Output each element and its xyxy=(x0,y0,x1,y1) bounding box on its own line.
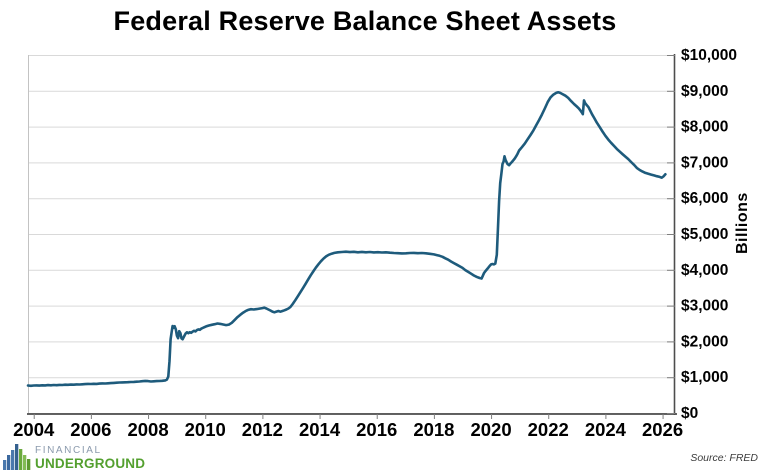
y-tick-label: $8,000 xyxy=(681,119,728,136)
y-axis-title: Billions xyxy=(734,192,751,254)
x-tick-label: 2014 xyxy=(299,419,341,440)
logo-text-financial: FINANCIAL xyxy=(35,445,102,456)
x-tick-label: 2010 xyxy=(185,419,226,440)
data-series-line xyxy=(26,91,667,388)
x-tick-label: 2006 xyxy=(70,419,111,440)
x-tick-label: 2016 xyxy=(356,419,397,440)
x-tick-label: 2026 xyxy=(642,419,683,440)
y-tick-label: $0 xyxy=(681,405,698,422)
y-tick-label: $9,000 xyxy=(681,83,728,100)
y-tick-label: $7,000 xyxy=(681,154,728,171)
x-tick-label: 2004 xyxy=(13,419,55,440)
y-tick-label: $5,000 xyxy=(681,226,728,243)
logo-text: FINANCIAL UNDERGROUND xyxy=(35,445,146,471)
logo-text-underground: UNDERGROUND xyxy=(35,456,146,471)
logo-bar xyxy=(11,450,15,470)
x-tick-label: 2012 xyxy=(242,419,283,440)
x-tick-label: 2022 xyxy=(528,419,569,440)
x-tick-label: 2018 xyxy=(413,419,454,440)
y-tick-label: $3,000 xyxy=(681,298,728,315)
y-tick-label: $6,000 xyxy=(681,190,728,207)
logo-bar xyxy=(7,455,11,470)
x-tick-label: 2008 xyxy=(127,419,168,440)
source-note: Source: FRED xyxy=(690,452,758,464)
x-tick-label: 2024 xyxy=(585,419,627,440)
y-tick-label: $10,000 xyxy=(681,47,737,64)
y-tick-label: $1,000 xyxy=(681,369,728,386)
x-tick-label: 2020 xyxy=(470,419,511,440)
logo-bar xyxy=(3,460,7,470)
financial-underground-logo: FINANCIAL UNDERGROUND xyxy=(3,444,145,470)
chart-title: Federal Reserve Balance Sheet Assets xyxy=(113,6,617,36)
bar-chart-logo-icon xyxy=(3,444,31,470)
y-tick-label: $4,000 xyxy=(681,262,728,279)
logo-bar xyxy=(23,455,27,470)
logo-bar xyxy=(19,449,23,470)
logo-bar xyxy=(15,444,19,470)
logo-bar xyxy=(27,459,31,470)
y-tick-label: $2,000 xyxy=(681,333,728,350)
